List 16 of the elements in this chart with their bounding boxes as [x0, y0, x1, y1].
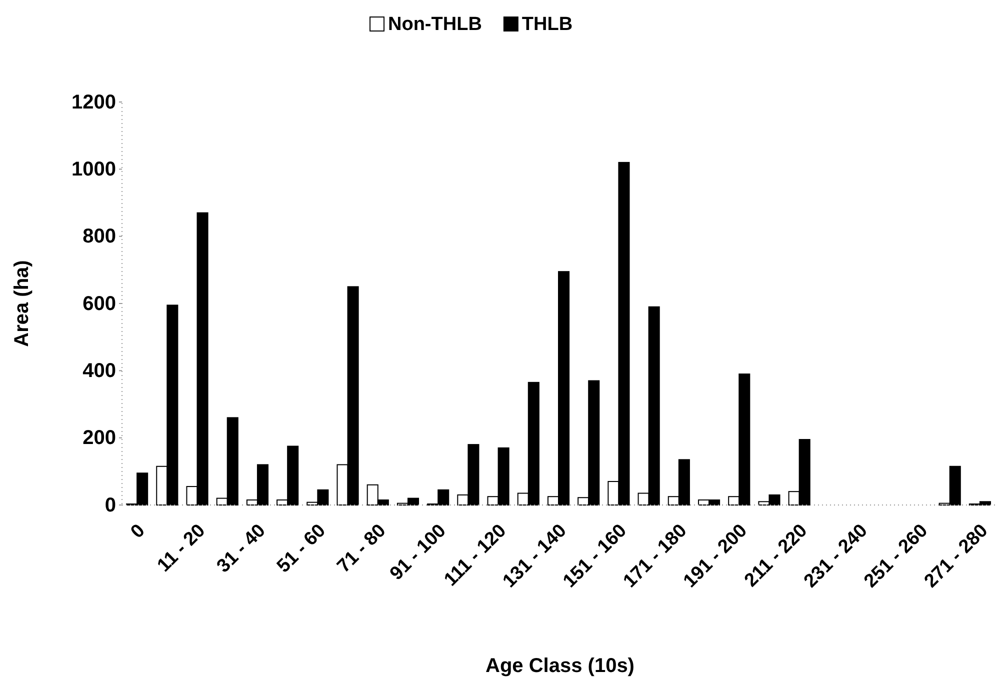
x-tick-label: 0	[126, 520, 150, 543]
y-tick-label: 600	[82, 292, 116, 315]
legend-label: Non-THLB	[388, 14, 482, 35]
legend-label: THLB	[522, 14, 573, 35]
x-tick-label: 51 - 60	[273, 520, 330, 578]
y-tick-label: 800	[82, 226, 116, 248]
x-tick-label: 11 - 20	[154, 520, 210, 576]
y-tick-label: 0	[104, 494, 116, 516]
y-axis-title: Area (ha)	[11, 260, 33, 347]
x-axis-title: Age Class (10s)	[486, 655, 634, 677]
x-tick-label: 31 - 40	[213, 520, 270, 578]
y-tick-label: 200	[82, 427, 116, 450]
y-tick-label: 1000	[72, 158, 116, 181]
y-tick-label: 1200	[72, 91, 116, 114]
y-tick-label: 400	[82, 360, 116, 382]
x-tick-label: 71 - 80	[333, 520, 390, 578]
